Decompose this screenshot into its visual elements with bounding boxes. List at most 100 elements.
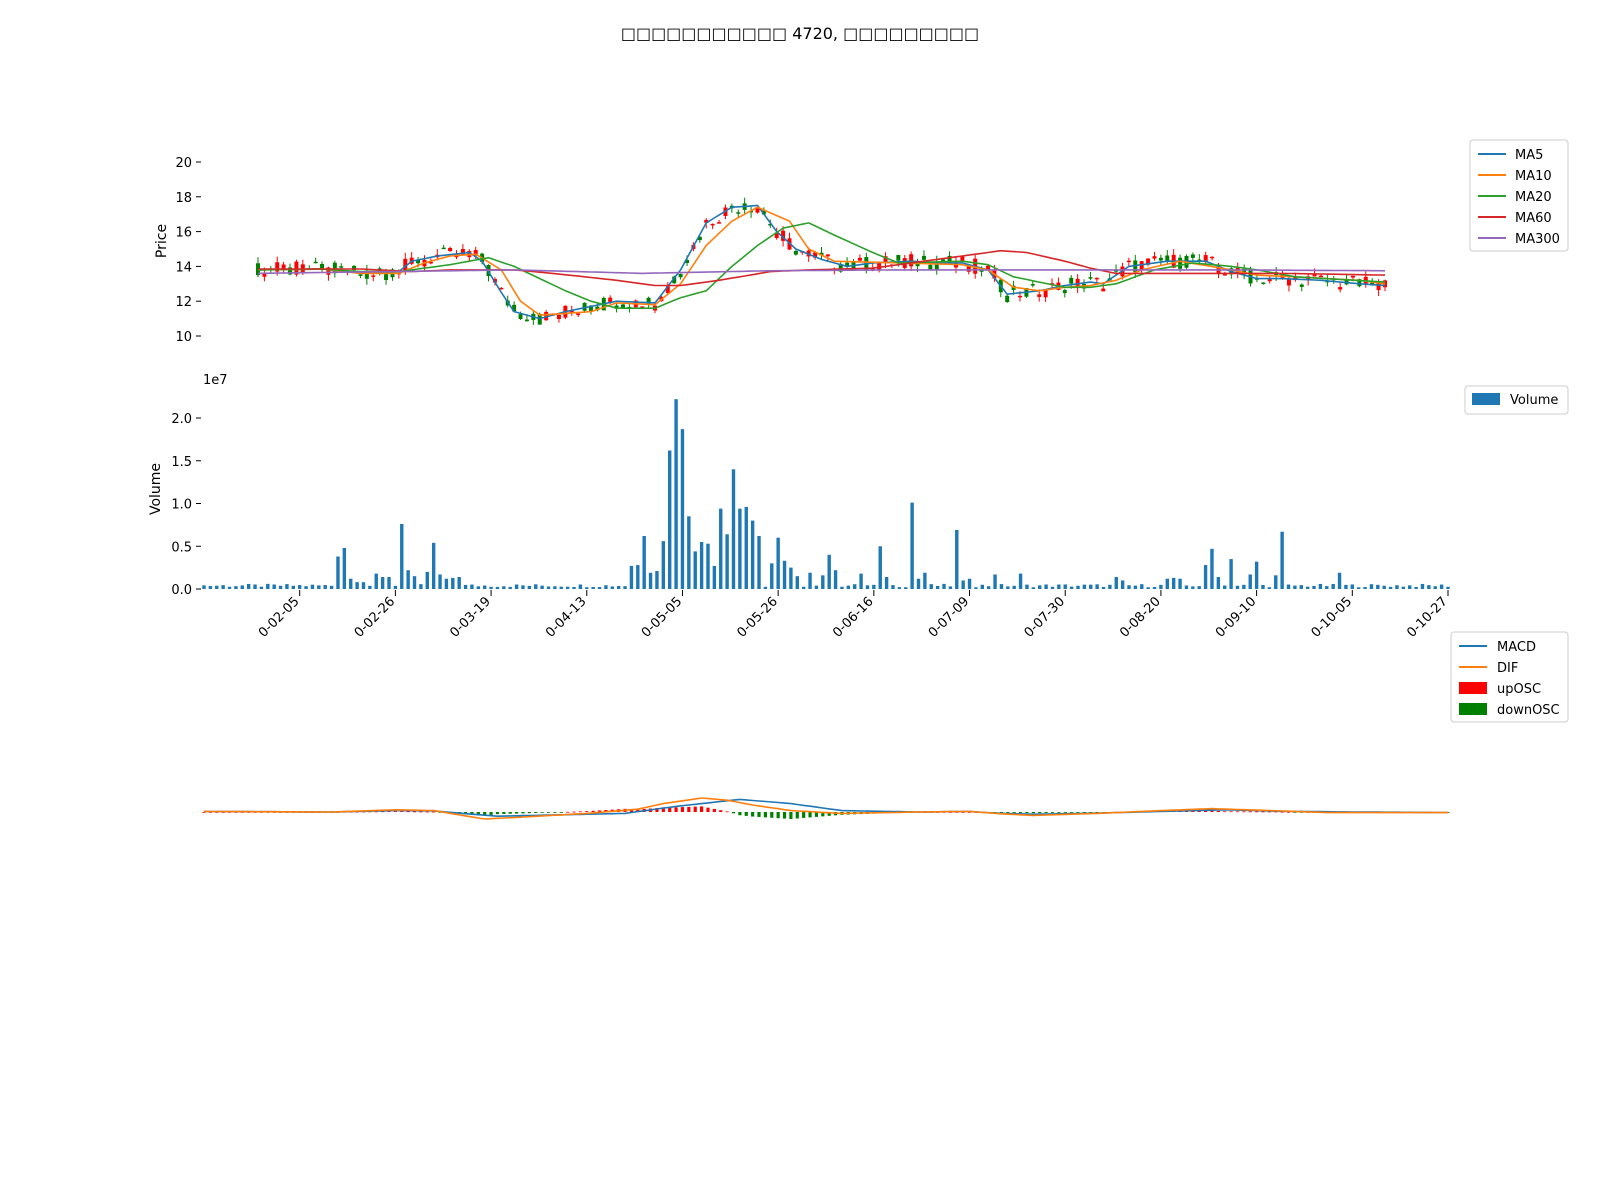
- osc-bar-up: [374, 811, 378, 813]
- candle-body: [1261, 282, 1266, 284]
- price-ytick-label: 10: [175, 330, 192, 345]
- candle-body: [384, 271, 389, 281]
- price-moving-averages: [257, 204, 1386, 320]
- osc-bar-up: [967, 812, 972, 813]
- volume-bar: [1069, 586, 1074, 589]
- volume-bar: [1363, 587, 1367, 589]
- osc-bar-up: [585, 811, 589, 812]
- volume-xtick-label: 0-03-19: [447, 594, 493, 640]
- candle-body: [921, 255, 926, 260]
- candle-body: [1152, 256, 1157, 259]
- volume-bar: [1427, 585, 1431, 589]
- osc-bar-down: [1057, 812, 1061, 813]
- volume-scale-label: 1e7: [203, 373, 228, 388]
- volume-bar: [361, 582, 366, 589]
- candle-body: [326, 267, 331, 275]
- volume-bar: [578, 584, 583, 589]
- volume-bar: [1191, 586, 1195, 589]
- candle-body: [704, 219, 709, 223]
- candle-body: [1293, 276, 1298, 279]
- osc-bar-up: [1261, 811, 1265, 813]
- volume-bar: [725, 534, 729, 589]
- volume-bar: [1325, 586, 1329, 589]
- volume-bar: [285, 584, 289, 589]
- candle-body: [371, 275, 376, 277]
- osc-bar-up: [961, 812, 965, 813]
- osc-bar-down: [776, 812, 780, 819]
- candle-body: [448, 247, 453, 252]
- osc-bar-down: [1076, 812, 1080, 813]
- volume-bar: [1178, 578, 1182, 589]
- osc-bar-down: [802, 812, 806, 818]
- volume-bar: [1127, 585, 1131, 589]
- osc-bar-down: [789, 812, 793, 819]
- osc-bar-down: [808, 812, 812, 818]
- volume-bar: [1171, 577, 1176, 589]
- volume-bar: [1420, 583, 1425, 589]
- legend-label-ma300: MA300: [1515, 232, 1560, 247]
- candle-body: [710, 223, 715, 226]
- volume-bar: [1267, 587, 1272, 589]
- osc-bar-up: [227, 812, 232, 813]
- candle-body: [1242, 268, 1247, 275]
- osc-bar-up: [636, 809, 640, 812]
- osc-bar-up: [234, 812, 238, 813]
- volume-bar: [457, 577, 461, 589]
- volume-bar: [463, 584, 468, 589]
- volume-bar: [1025, 584, 1029, 589]
- volume-bar: [1165, 578, 1170, 589]
- volume-bar: [387, 577, 391, 589]
- volume-bar: [1318, 583, 1323, 589]
- volume-xtick-label: 0-04-13: [543, 594, 589, 640]
- volume-bar: [1082, 584, 1087, 589]
- osc-bar-up: [1274, 811, 1278, 813]
- volume-ytick-label: 0.0: [171, 583, 192, 598]
- chart-title: □□□□□□□□□□□ 4720, □□□□□□□□□: [621, 24, 979, 43]
- candle-body: [736, 212, 741, 214]
- osc-bar-down: [757, 812, 761, 817]
- candle-body: [262, 272, 267, 277]
- volume-bar: [827, 554, 831, 589]
- osc-bar-up: [1255, 811, 1259, 813]
- volume-bar: [731, 469, 736, 589]
- volume-bar: [872, 584, 876, 589]
- osc-bar-up: [1210, 810, 1214, 812]
- osc-bar-up: [661, 807, 665, 812]
- candle-body: [768, 223, 773, 226]
- osc-bar-up: [412, 811, 417, 813]
- volume-bar: [368, 585, 372, 589]
- volume-bar: [565, 586, 570, 589]
- candle-body: [960, 256, 965, 261]
- volume-bar: [750, 520, 755, 589]
- volume-bar: [1133, 585, 1138, 589]
- candle-body: [877, 262, 882, 270]
- volume-bar: [993, 574, 997, 589]
- volume-bar: [833, 570, 838, 589]
- osc-bar-up: [1223, 811, 1227, 813]
- volume-bar: [986, 586, 991, 589]
- volume-bar: [1063, 584, 1067, 589]
- volume-bar: [278, 585, 283, 589]
- candle-body: [339, 266, 344, 268]
- osc-bar-down: [821, 812, 825, 817]
- volume-bar: [935, 585, 940, 589]
- volume-bar: [636, 565, 640, 589]
- volume-bar: [597, 587, 602, 589]
- candle-body: [614, 305, 619, 309]
- osc-bar-up: [566, 811, 570, 813]
- candle-body: [1267, 279, 1272, 282]
- candle-body: [1344, 279, 1349, 285]
- candle-body: [761, 210, 766, 215]
- candle-body: [672, 276, 677, 284]
- osc-bar-up: [719, 810, 723, 812]
- volume-bar: [1293, 585, 1297, 589]
- volume-bar: [897, 587, 902, 589]
- candle-body: [1165, 255, 1170, 262]
- legend-label-downosc: downOSC: [1497, 703, 1560, 718]
- volume-legend: Volume: [1464, 385, 1569, 415]
- candle-body: [620, 304, 625, 308]
- volume-xtick-label: 0-05-05: [639, 594, 685, 640]
- volume-ytick-label: 1.0: [171, 498, 192, 513]
- volume-bar: [1038, 585, 1042, 589]
- volume-bar: [259, 586, 264, 589]
